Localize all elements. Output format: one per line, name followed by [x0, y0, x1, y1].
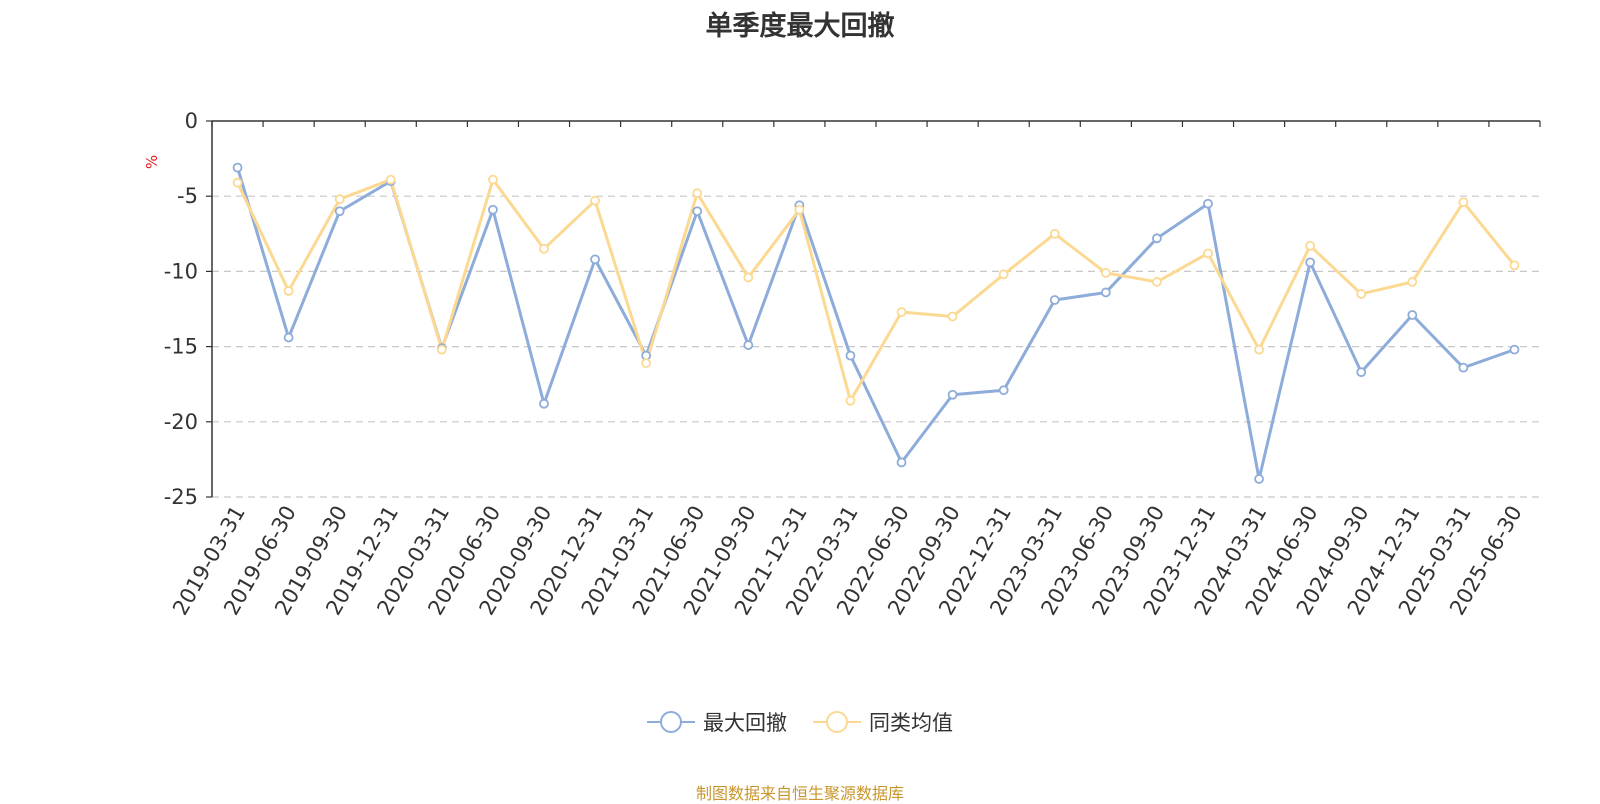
data-point-series-2 — [896, 307, 907, 317]
y-tick-label: -15 — [164, 335, 198, 359]
data-point-series-1 — [1203, 198, 1213, 209]
data-point-series-2 — [334, 194, 345, 205]
data-point-series-2 — [283, 286, 294, 296]
data-point-series-1 — [283, 332, 294, 343]
legend-label-peer-average: 同类均值 — [869, 711, 953, 735]
data-point-series-2 — [1152, 277, 1162, 287]
y-tick-label: -25 — [164, 485, 198, 509]
legend: 最大回撤 同类均值 — [0, 705, 1600, 739]
data-point-series-1 — [1152, 233, 1162, 244]
data-point-series-1 — [488, 204, 498, 215]
data-point-series-1 — [1356, 367, 1367, 378]
data-point-series-1 — [692, 206, 703, 217]
data-point-series-2 — [1049, 228, 1060, 239]
data-point-series-1 — [1509, 344, 1520, 355]
y-axis-unit-label: % — [143, 155, 161, 169]
data-point-series-1 — [1407, 310, 1418, 320]
data-point-series-1 — [1305, 257, 1316, 268]
data-point-series-2 — [436, 344, 447, 355]
data-point-series-2 — [998, 269, 1009, 280]
data-source-note: 制图数据来自恒生聚源数据库 — [695, 784, 904, 803]
data-point-series-1 — [947, 389, 958, 400]
data-point-series-2 — [947, 311, 958, 322]
data-point-series-2 — [1100, 268, 1111, 278]
data-point-series-1 — [743, 340, 754, 350]
data-point-series-2 — [692, 188, 703, 199]
data-point-series-1 — [1100, 287, 1111, 298]
data-point-series-2 — [641, 358, 652, 369]
data-point-series-1 — [845, 350, 856, 361]
data-point-series-1 — [539, 398, 549, 409]
data-point-series-2 — [488, 174, 498, 185]
chart-title: 单季度最大回撤 — [705, 11, 895, 42]
series-line-2 — [236, 178, 1516, 403]
data-point-series-1 — [1049, 295, 1060, 305]
data-point-series-2 — [1203, 248, 1213, 259]
legend-item-peer-average[interactable]: 同类均值 — [813, 707, 953, 737]
data-point-series-2 — [1509, 260, 1520, 271]
data-point-series-1 — [896, 457, 907, 468]
data-point-series-2 — [1254, 344, 1264, 355]
legend-item-max-drawdown[interactable]: 最大回撤 — [647, 707, 787, 737]
data-point-series-1 — [1254, 474, 1264, 484]
data-point-series-1 — [998, 385, 1009, 396]
y-tick-label: -20 — [164, 410, 198, 434]
data-point-series-2 — [1305, 240, 1316, 251]
y-tick-label: -10 — [164, 259, 198, 283]
data-point-series-2 — [845, 395, 856, 406]
data-point-series-2 — [743, 272, 754, 283]
legend-label-max-drawdown: 最大回撤 — [703, 711, 787, 735]
data-point-series-2 — [539, 243, 549, 254]
data-point-series-2 — [590, 195, 600, 206]
y-tick-label: 0 — [185, 109, 198, 133]
legend-marker-peer-average-icon — [813, 711, 861, 733]
data-point-series-2 — [385, 174, 396, 185]
data-point-series-1 — [232, 162, 243, 173]
series-line-1 — [236, 167, 1515, 481]
data-point-series-2 — [1458, 197, 1469, 208]
data-point-series-1 — [590, 254, 600, 265]
legend-marker-max-drawdown-icon — [647, 711, 695, 733]
data-point-series-2 — [232, 177, 243, 188]
data-point-series-1 — [1458, 362, 1469, 373]
data-point-series-2 — [1407, 277, 1418, 287]
y-tick-label: -5 — [177, 184, 198, 208]
data-point-series-1 — [334, 206, 345, 217]
data-point-series-2 — [1356, 289, 1367, 299]
data-point-series-2 — [794, 204, 805, 215]
